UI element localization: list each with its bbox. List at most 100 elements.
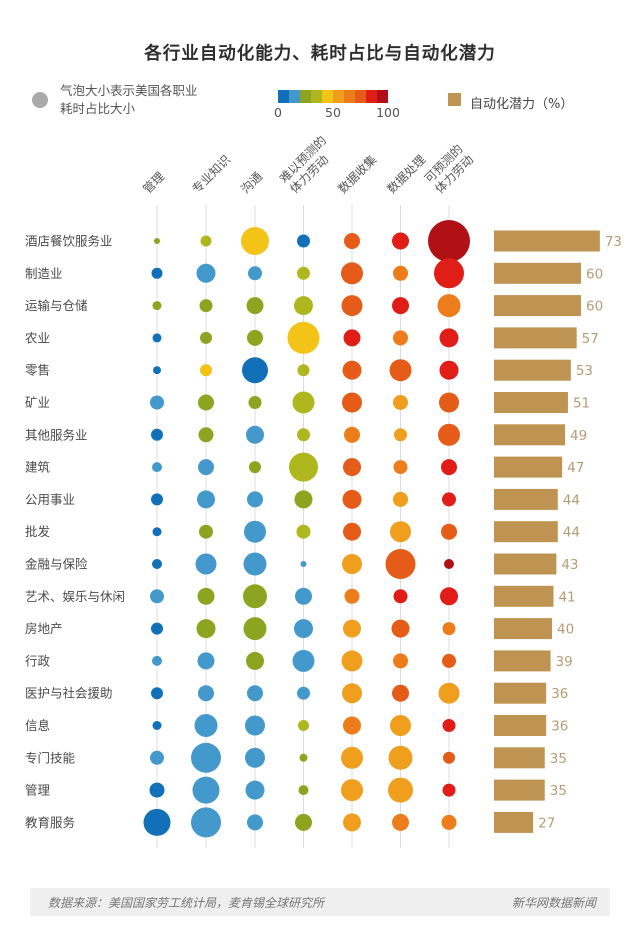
bubble [444,559,454,569]
potential-bar [494,553,557,575]
bubble [296,524,311,539]
bubble [247,685,263,702]
potential-bar [494,230,600,252]
bubble [192,776,220,804]
potential-value: 44 [563,525,580,541]
color-scale-segment [344,90,355,103]
bubble [300,561,307,567]
credit-text: 新华网数据新闻 [511,895,596,910]
bubble [342,683,362,704]
bubble [298,720,309,731]
bubble [393,460,408,475]
bubble [393,491,408,507]
bubble [196,263,216,283]
potential-value: 53 [576,363,593,379]
bubble [198,427,214,443]
potential-value: 41 [558,589,575,605]
bubble [292,649,315,672]
color-scale-segment [311,90,322,103]
bubble [241,227,269,255]
bubble [199,524,213,539]
row-label: 批发 [25,524,51,539]
color-scale-segment [322,90,333,103]
potential-value: 73 [605,234,622,250]
potential-value: 60 [586,299,603,315]
bubble [393,589,408,604]
bubble [152,721,162,730]
bubble [343,329,361,347]
color-scale-legend: 0 50 100 [274,90,400,120]
bubble [249,461,261,474]
bubble [194,714,218,737]
bubble [246,651,264,670]
color-scale-segment [366,90,377,103]
bubble [438,682,460,704]
color-scale-segment [355,90,366,103]
bubble [437,294,461,318]
bubble [294,490,313,509]
potential-bar [494,585,554,607]
bubble [342,392,362,413]
row-label: 教育服务 [25,815,75,830]
bubble [152,333,162,343]
scale-tick-0: 0 [274,105,282,120]
bubble [439,328,459,348]
potential-value: 27 [538,815,555,831]
bubble [289,452,318,482]
bubble [151,687,163,700]
bubble [191,742,221,773]
bubble [294,619,313,639]
potential-value: 35 [550,783,567,799]
scale-tick-100: 100 [376,105,400,120]
bubble [195,553,217,575]
bubble [390,521,411,543]
bubble [392,813,409,831]
potential-value: 39 [556,654,573,670]
potential-bar [494,262,581,284]
color-scale-segment [333,90,344,103]
color-scale-segment [377,90,388,103]
bubble [428,220,470,262]
potential-value: 60 [586,266,603,282]
chart-title: 各行业自动化能力、耗时占比与自动化潜力 [144,44,496,64]
row-label: 农业 [25,330,50,345]
bubble [392,297,409,315]
bubble [245,780,265,800]
potential-value: 49 [570,428,587,444]
bubble [442,492,456,507]
row-label: 医护与社会援助 [25,686,113,701]
bubble [393,653,408,669]
bubble [391,619,410,638]
bubble [199,299,213,313]
bubble [246,425,264,444]
bubble [441,523,457,540]
row-label: 矿业 [25,395,50,410]
bubble [438,423,460,446]
potential-legend-swatch [448,93,461,106]
bubble [341,779,363,802]
color-scale-bar [278,90,388,103]
row-label: 管理 [25,783,51,798]
potential-bar [494,359,571,381]
row-label: 运输与仓储 [25,298,88,313]
bubble [297,234,310,248]
potential-legend-label: 自动化潜力（%） [470,97,574,112]
bubble [242,357,268,384]
row-label: 其他服务业 [25,427,88,442]
potential-bar [494,456,563,478]
bubble [151,428,163,441]
bubble [342,360,362,380]
bubble [154,238,160,244]
bubble [343,458,361,477]
bubble [341,295,363,317]
color-scale-segment [300,90,311,103]
bubble [297,428,310,442]
bubble-size-legend-line2: 耗时占比大小 [60,101,136,116]
bubble [342,554,362,574]
bubble [442,653,456,668]
bubble [143,808,171,836]
bubble [152,301,162,311]
footer-bar: 数据来源：美国国家劳工统计局，麦肯锡全球研究所 新华网数据新闻 [30,888,610,916]
row-label: 酒店餐饮服务业 [25,234,113,249]
